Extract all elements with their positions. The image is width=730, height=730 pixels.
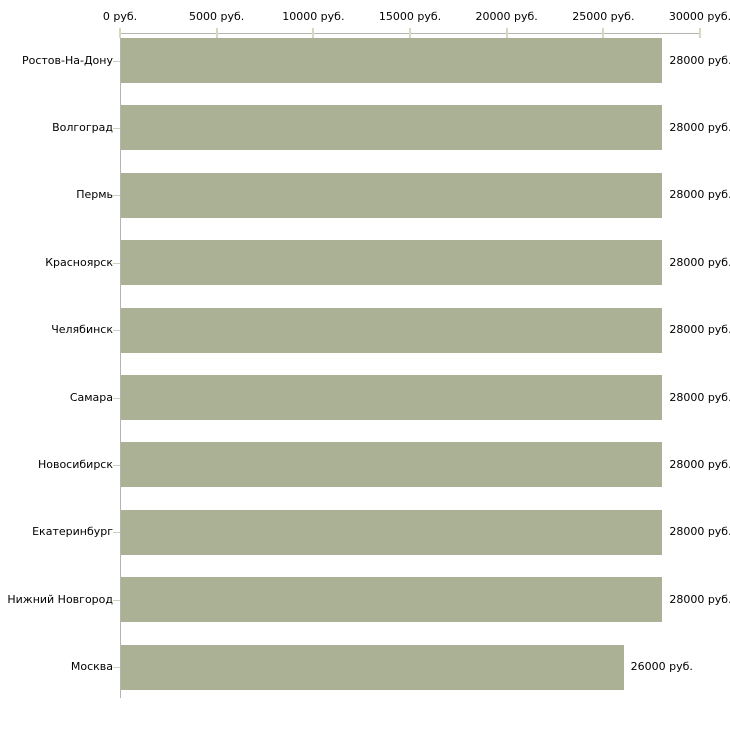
x-axis-tick-label: 10000 руб.	[282, 10, 345, 23]
category-label: Екатеринбург	[32, 525, 113, 539]
value-label: 28000 руб.	[669, 188, 730, 202]
category-label: Новосибирск	[37, 457, 113, 471]
bar-7	[121, 442, 663, 488]
bar-1	[121, 38, 663, 83]
bar-4	[121, 240, 663, 286]
bar-9	[121, 577, 663, 623]
value-label: 28000 руб.	[669, 457, 730, 471]
value-label: 28000 руб.	[669, 323, 730, 337]
y-axis-tick	[113, 195, 120, 197]
value-label: 28000 руб.	[669, 120, 730, 134]
x-axis-tick-label: 0 руб.	[102, 10, 138, 23]
value-label: 28000 руб.	[669, 53, 730, 67]
x-axis-tick	[602, 28, 605, 38]
y-axis-tick	[113, 262, 120, 264]
category-label: Москва	[70, 660, 113, 674]
y-axis-tick	[113, 464, 120, 466]
x-axis-tick-label: 30000 руб.	[668, 10, 730, 23]
x-axis-tick	[312, 28, 315, 38]
x-axis-tick	[119, 28, 121, 38]
x-axis-tick-label: 25000 руб.	[572, 10, 635, 23]
x-axis-tick	[409, 28, 411, 38]
bar-6	[121, 375, 663, 420]
x-axis-tick	[699, 28, 701, 38]
value-label: 28000 руб.	[669, 255, 730, 269]
x-axis-tick	[505, 28, 508, 38]
y-axis-tick	[113, 127, 120, 129]
category-label: Волгоград	[52, 120, 113, 134]
bar-10	[121, 644, 624, 690]
value-label: 28000 руб.	[669, 592, 730, 606]
value-label: 28000 руб.	[669, 525, 730, 539]
bar-5	[121, 307, 663, 353]
y-axis-tick	[113, 60, 120, 62]
y-axis-tick	[113, 667, 120, 669]
y-axis-tick	[113, 397, 120, 399]
y-axis-tick	[113, 330, 120, 332]
x-axis-tick-label: 15000 руб.	[378, 10, 442, 23]
category-label: Красноярск	[45, 255, 113, 269]
bar-8	[121, 509, 663, 555]
value-label: 26000 руб.	[630, 660, 693, 674]
value-label: 28000 руб.	[669, 390, 730, 404]
x-axis-tick-label: 5000 руб.	[189, 10, 245, 23]
bar-3	[121, 172, 663, 218]
x-axis-tick-label: 20000 руб.	[475, 10, 538, 23]
x-axis-tick	[215, 28, 218, 38]
category-label: Нижний Новгород	[7, 592, 113, 606]
category-label: Пермь	[76, 188, 113, 202]
category-label: Самара	[69, 390, 113, 404]
bar-2	[121, 105, 663, 151]
category-label: Челябинск	[51, 323, 113, 337]
y-axis-tick	[113, 532, 120, 534]
y-axis-tick	[113, 599, 120, 601]
y-axis-line	[120, 33, 121, 698]
category-label: Ростов-На-Дону	[21, 53, 113, 67]
